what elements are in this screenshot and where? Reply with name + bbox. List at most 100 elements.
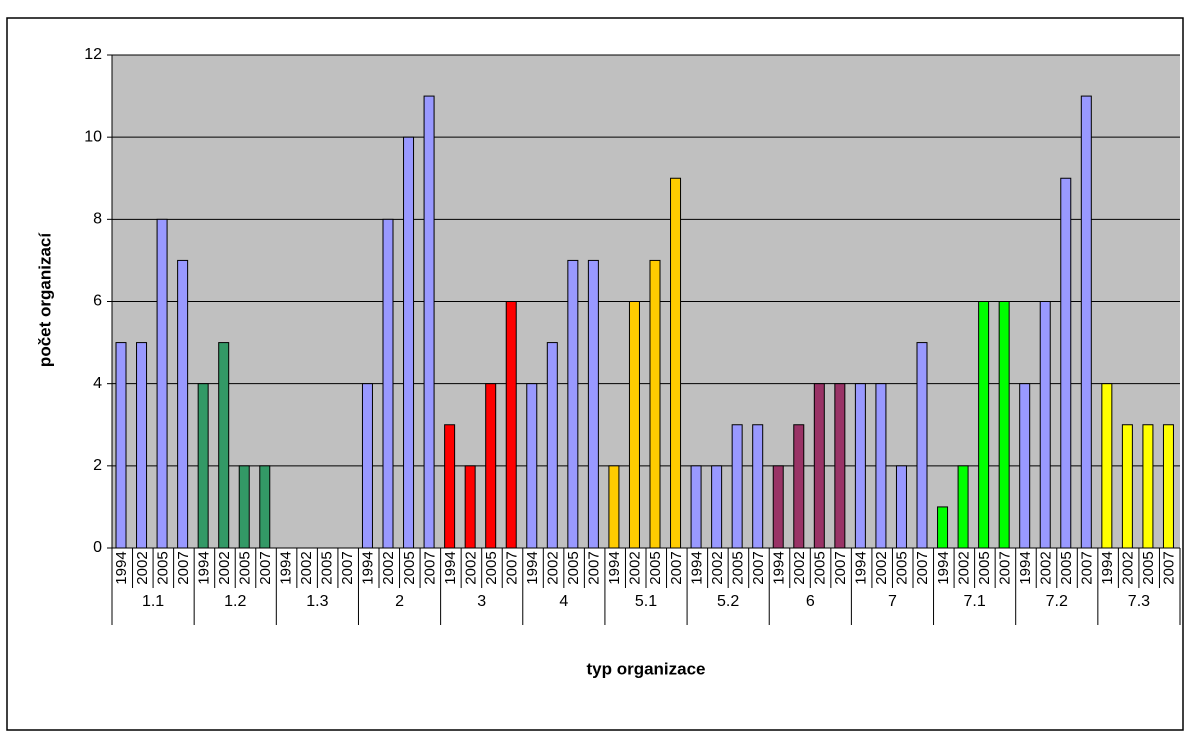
bar (464, 465, 476, 549)
x-tick-label: 1994 (360, 551, 377, 584)
x-tick-label: 2005 (483, 551, 500, 584)
x-tick-label: 2007 (832, 551, 849, 584)
bar (136, 342, 148, 549)
bar (361, 383, 373, 549)
group-label: 5.2 (717, 593, 739, 610)
bar (772, 465, 784, 549)
x-tick-label: 1994 (195, 551, 212, 584)
x-tick-label: 2007 (996, 551, 1013, 584)
group-label: 3 (477, 593, 486, 610)
x-axis-title: typ organizace (586, 659, 705, 678)
x-tick-label: 2005 (565, 551, 582, 584)
x-tick-label: 2002 (627, 551, 644, 584)
y-axis-title: počet organizací (35, 232, 54, 367)
x-tick-label: 2005 (236, 551, 253, 584)
bar (834, 383, 846, 549)
bar (854, 383, 866, 549)
bar (916, 342, 928, 549)
bar (998, 301, 1010, 549)
x-tick-label: 2005 (729, 551, 746, 584)
bar (526, 383, 538, 549)
bar (546, 342, 558, 549)
x-tick-label: 1994 (278, 551, 295, 584)
x-tick-label: 1994 (442, 551, 459, 584)
y-tick-label: 0 (93, 539, 102, 556)
x-tick-label: 2002 (462, 551, 479, 584)
group-label: 7.3 (1128, 593, 1150, 610)
bar (197, 383, 209, 549)
bar (608, 465, 620, 549)
x-tick-label: 2007 (339, 551, 356, 584)
y-tick-label: 8 (93, 211, 102, 228)
group-label: 1.3 (306, 593, 328, 610)
x-tick-label: 1994 (770, 551, 787, 584)
group-label: 2 (395, 593, 404, 610)
y-tick-label: 4 (93, 375, 102, 392)
bar (895, 465, 907, 549)
bar (156, 218, 168, 549)
bar (731, 424, 743, 549)
x-tick-label: 2007 (257, 551, 274, 584)
x-tick-label: 2002 (873, 551, 890, 584)
x-tick-label: 2002 (1037, 551, 1054, 584)
x-tick-label: 2005 (976, 551, 993, 584)
bar (1080, 95, 1092, 549)
bar (259, 465, 271, 549)
bar (115, 342, 127, 549)
x-tick-label: 2007 (1079, 551, 1096, 584)
bar (1019, 383, 1031, 549)
x-tick-label: 2007 (586, 551, 603, 584)
bar (1162, 424, 1174, 549)
x-tick-label: 2005 (154, 551, 171, 584)
bar (238, 465, 250, 549)
group-label: 7 (888, 593, 897, 610)
x-tick-label: 2002 (134, 551, 151, 584)
x-tick-label: 1994 (935, 551, 952, 584)
bar (505, 301, 517, 549)
x-tick-label: 2007 (503, 551, 520, 584)
bar (711, 465, 723, 549)
x-tick-label: 2002 (955, 551, 972, 584)
bar (978, 301, 990, 549)
x-tick-label: 2002 (216, 551, 233, 584)
x-tick-label: 1994 (113, 551, 130, 584)
bar (567, 259, 579, 549)
group-label: 5.1 (635, 593, 657, 610)
bar (587, 259, 599, 549)
group-label: 7.2 (1046, 593, 1068, 610)
bar (957, 465, 969, 549)
x-tick-label: 2005 (1140, 551, 1157, 584)
bar (177, 259, 189, 549)
group-label: 7.1 (963, 593, 985, 610)
y-tick-label: 6 (93, 293, 102, 310)
bar (937, 506, 949, 549)
bar (1039, 301, 1051, 549)
bar (690, 465, 702, 549)
y-tick-label: 10 (84, 128, 102, 145)
bar (403, 136, 415, 549)
x-tick-label: 2005 (894, 551, 911, 584)
y-tick-label: 2 (93, 457, 102, 474)
x-tick-label: 2002 (380, 551, 397, 584)
bar (875, 383, 887, 549)
x-tick-label: 1994 (688, 551, 705, 584)
x-tick-label: 2005 (319, 551, 336, 584)
x-tick-label: 2005 (812, 551, 829, 584)
x-tick-label: 2005 (647, 551, 664, 584)
bar (1121, 424, 1133, 549)
bar (752, 424, 764, 549)
x-tick-label: 1994 (1017, 551, 1034, 584)
x-tick-label: 2005 (1058, 551, 1075, 584)
x-tick-label: 2007 (421, 551, 438, 584)
group-label: 4 (559, 593, 568, 610)
x-tick-label: 2002 (1120, 551, 1137, 584)
bar (1142, 424, 1154, 549)
x-tick-label: 2002 (709, 551, 726, 584)
bar (813, 383, 825, 549)
bar (670, 177, 682, 549)
x-tick-label: 2007 (1161, 551, 1178, 584)
x-tick-label: 2005 (401, 551, 418, 584)
bar (1060, 177, 1072, 549)
bar (382, 218, 394, 549)
